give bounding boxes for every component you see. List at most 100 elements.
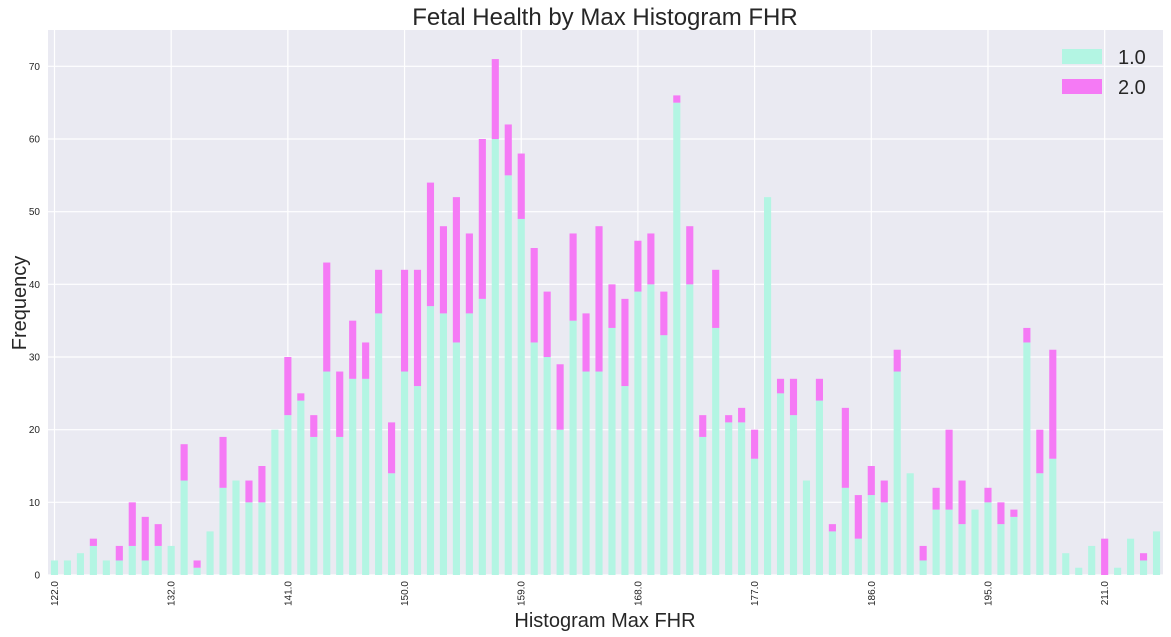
bar-series-2 <box>219 436 227 488</box>
bar-series-2 <box>932 487 940 510</box>
bar-series-1 <box>958 524 966 575</box>
bar-series-2 <box>141 516 149 561</box>
legend-swatch-series-1 <box>1062 49 1102 64</box>
bar-series-1 <box>232 480 240 575</box>
x-tick-label: 132.0 <box>167 581 178 606</box>
bar-series-1 <box>608 327 616 575</box>
bar-series-1 <box>206 531 214 575</box>
y-tick-label: 30 <box>29 353 41 364</box>
y-tick-labels: 0 10 20 30 40 50 60 70 <box>29 62 41 582</box>
legend: 1.0 2.0 <box>1062 47 1146 99</box>
bar-series-1 <box>582 371 590 575</box>
bar-series-1 <box>375 313 383 575</box>
bar-series-1 <box>63 560 72 575</box>
y-axis-label: Frequency <box>9 256 31 351</box>
bar-series-1 <box>751 458 759 575</box>
bar-series-1 <box>310 436 318 575</box>
bar-series-1 <box>400 371 409 575</box>
bar-series-1 <box>413 386 422 575</box>
bar-series-2 <box>530 248 538 343</box>
bar-series-1 <box>271 429 279 575</box>
bar-series-2 <box>375 269 383 314</box>
bar-series-1 <box>699 436 707 575</box>
bar-series-2 <box>413 269 422 387</box>
y-tick-label: 20 <box>29 425 41 436</box>
bar-series-1 <box>76 553 84 575</box>
x-tick-label: 122.0 <box>50 581 61 606</box>
y-tick-label: 50 <box>29 207 41 218</box>
bar-series-2 <box>517 153 525 219</box>
bar-series-2 <box>647 233 655 285</box>
bar-series-2 <box>984 487 992 503</box>
bar-series-2 <box>841 407 849 488</box>
bar-series-1 <box>841 487 849 575</box>
x-tick-label: 150.0 <box>400 581 411 606</box>
bar-series-2 <box>828 524 836 532</box>
bar-series-1 <box>543 357 551 575</box>
y-tick-label: 70 <box>29 62 41 73</box>
bar-series-1 <box>815 400 823 575</box>
bar-series-2 <box>699 415 707 437</box>
bar-series-1 <box>647 284 655 575</box>
bar-series-1 <box>297 400 305 575</box>
bar-series-2 <box>738 407 746 423</box>
bar-series-1 <box>789 415 798 575</box>
bar-series-2 <box>776 378 785 394</box>
bar-series-2 <box>893 349 901 372</box>
bar-series-2 <box>919 545 927 561</box>
bar-series-1 <box>725 422 733 575</box>
bar-series-2 <box>621 298 629 387</box>
x-tick-labels: 122.0 132.0 141.0 150.0 159.0 168.0 177.0 186.0… <box>50 581 1111 606</box>
bar-series-1 <box>1036 473 1044 575</box>
bar-series-2 <box>193 560 201 568</box>
bar-series-1 <box>621 386 629 575</box>
bar-series-1 <box>180 480 188 575</box>
bar-series-2 <box>789 378 798 416</box>
bar-series-1 <box>362 378 370 575</box>
bar-series-2 <box>880 480 888 503</box>
bar-series-1 <box>712 327 720 575</box>
bar-series-1 <box>634 291 642 575</box>
bar-series-2 <box>673 95 681 103</box>
bar-series-2 <box>128 502 136 546</box>
bar-series-1 <box>439 313 448 575</box>
bar-series-1 <box>258 502 266 575</box>
bar-series-2 <box>712 269 720 328</box>
bar-series-1 <box>452 342 460 575</box>
bar-series-1 <box>1127 538 1135 575</box>
plot-background <box>48 30 1163 575</box>
bar-series-1 <box>115 560 123 575</box>
x-tick-label: 211.0 <box>1100 581 1111 606</box>
bar-series-1 <box>1062 553 1070 575</box>
bar-series-1 <box>167 545 175 575</box>
bar-series-2 <box>582 313 590 372</box>
bar-series-2 <box>543 291 551 357</box>
bar-series-1 <box>738 422 746 575</box>
bar-series-1 <box>1114 567 1122 575</box>
bar-series-1 <box>984 502 992 575</box>
bar-series-2 <box>1139 553 1148 561</box>
chart-title: Fetal Health by Max Histogram FHR <box>412 4 797 31</box>
bar-series-1 <box>491 139 499 575</box>
bar-series-1 <box>828 531 836 575</box>
bar-series-2 <box>89 538 97 546</box>
bar-series-1 <box>517 218 525 575</box>
bar-series-1 <box>880 502 888 575</box>
legend-swatch-series-2 <box>1062 79 1102 94</box>
bar-series-1 <box>426 306 435 575</box>
bar-series-2 <box>1023 327 1031 343</box>
bar-series-1 <box>504 175 512 576</box>
bar-series-1 <box>349 378 357 575</box>
bar-series-2 <box>751 429 759 459</box>
bar-series-1 <box>971 509 979 575</box>
bar-series-1 <box>89 545 97 575</box>
bar-series-1 <box>284 415 292 575</box>
bar-series-1 <box>932 509 940 575</box>
bar-series-1 <box>906 473 914 575</box>
bar-series-1 <box>154 545 162 575</box>
bar-series-1 <box>569 320 577 575</box>
bar-series-1 <box>128 545 136 575</box>
x-tick-label: 168.0 <box>633 581 644 606</box>
bar-series-2 <box>180 444 188 481</box>
